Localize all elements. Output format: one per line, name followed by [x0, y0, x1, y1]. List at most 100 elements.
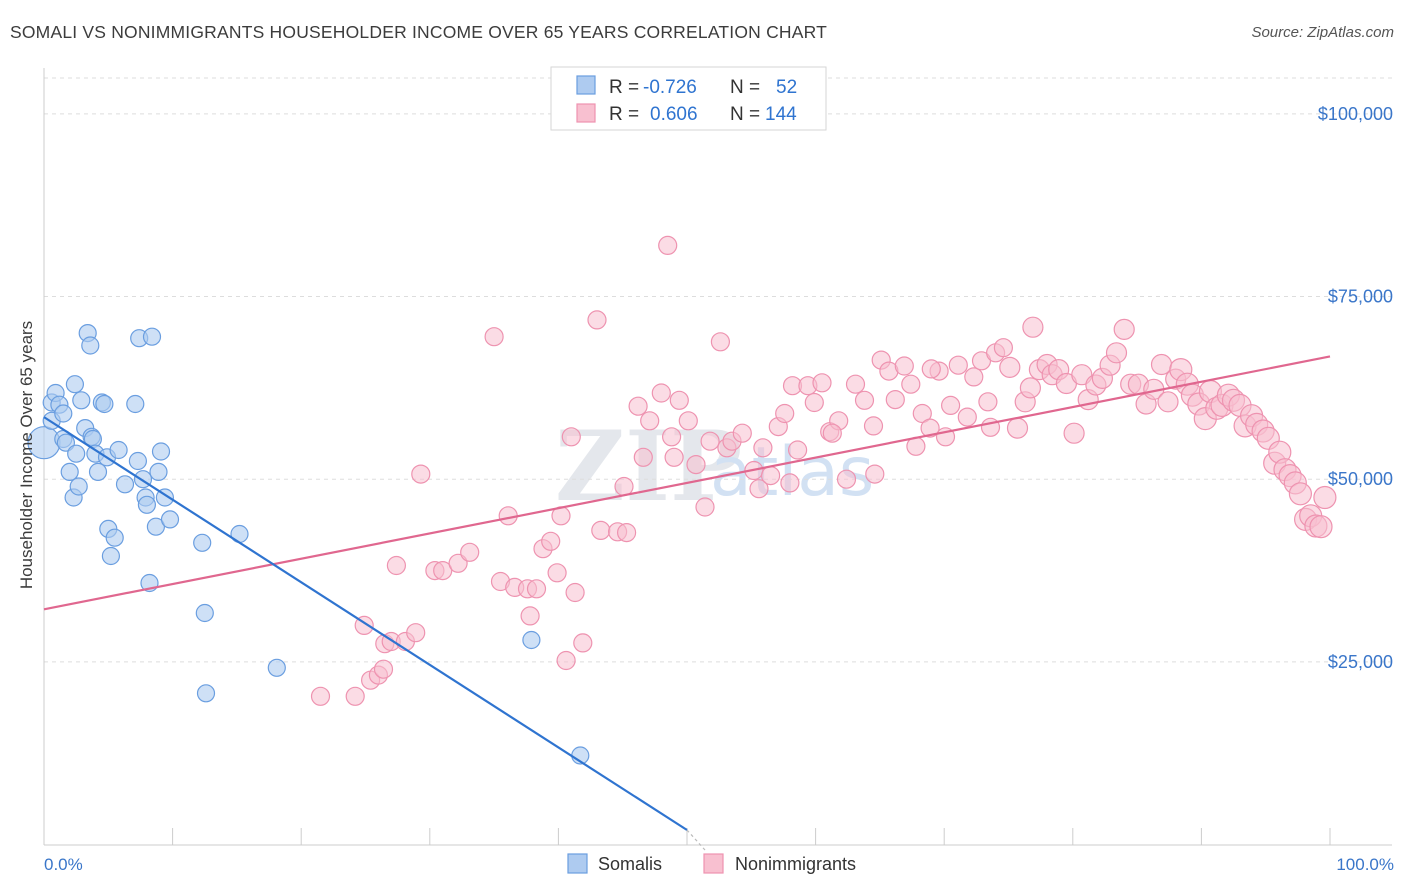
nonimmigrants-point [999, 356, 1021, 378]
somalis-point [195, 603, 214, 623]
somalis-point [67, 444, 86, 463]
nonimmigrants-point [678, 411, 698, 431]
nonimmigrants-point [591, 520, 611, 541]
legend-r-value-somalis: -0.726 [643, 77, 697, 98]
nonimmigrants-point [640, 411, 660, 431]
legend-swatch-somalis [576, 75, 596, 95]
nonimmigrants-point [812, 373, 832, 393]
legend-swatch-nonimmigrants [576, 103, 596, 123]
nonimmigrants-point [1063, 422, 1085, 444]
nonimmigrants-point [433, 560, 453, 581]
nonimmigrants-point [373, 659, 394, 679]
nonimmigrants-point [921, 359, 941, 379]
nonimmigrants-point [460, 542, 480, 562]
nonimmigrants-point [484, 327, 504, 347]
nonimmigrants-point [912, 403, 932, 424]
y-tick-label: $50,000 [1328, 469, 1393, 489]
bottom-legend-swatch-somalis [567, 853, 588, 874]
nonimmigrants-point [561, 427, 581, 447]
nonimmigrants-point [957, 407, 977, 427]
source-label: Source: ZipAtlas.com [1251, 24, 1394, 41]
nonimmigrants-point [565, 582, 585, 603]
nonimmigrants-point [661, 427, 682, 447]
bottom-legend-label-somalis: Somalis [598, 854, 662, 874]
nonimmigrants-point [775, 403, 795, 424]
x-tick-label-min: 0.0% [44, 855, 83, 874]
nonimmigrants-point [732, 423, 752, 443]
somalis-trend-line [43, 416, 688, 831]
nonimmigrants-point [940, 395, 961, 415]
correlation-legend: R = -0.726 N = 52 R = 0.606 N = 144 [550, 66, 827, 131]
nonimmigrants-point [573, 633, 593, 653]
somalis-point [160, 510, 180, 529]
nonimmigrants-point [993, 338, 1014, 358]
nonimmigrants-point [1006, 417, 1029, 439]
nonimmigrants-point [1309, 515, 1333, 539]
nonimmigrants-point [541, 531, 561, 551]
nonimmigrants-point [760, 466, 781, 486]
somalis-point [146, 517, 165, 536]
somalis-point [69, 477, 88, 496]
somalis-point [151, 442, 171, 461]
nonimmigrants-point [854, 390, 875, 410]
somalis-point [65, 375, 85, 394]
somalis-point [196, 684, 216, 703]
nonimmigrants-point [865, 464, 885, 484]
nonimmigrants-points [310, 235, 1337, 706]
nonimmigrants-trend-line [43, 355, 1331, 611]
somalis-point [72, 391, 91, 410]
somalis-point [60, 462, 79, 481]
nonimmigrants-point [901, 374, 921, 394]
trend-lines [43, 355, 1331, 851]
somalis-point [115, 475, 135, 494]
somalis-point [128, 451, 147, 471]
y-tick-label: $100,000 [1318, 104, 1393, 124]
y-tick-label: $25,000 [1328, 652, 1393, 672]
bottom-legend-swatch-nonimmigrants [703, 853, 724, 874]
nonimmigrants-point [836, 469, 857, 489]
nonimmigrants-point [411, 464, 431, 484]
chart-title: SOMALI VS NONIMMIGRANTS HOUSEHOLDER INCO… [10, 22, 828, 42]
somalis-point [81, 336, 100, 355]
legend-n-value-nonimmigrants: 144 [765, 104, 797, 125]
nonimmigrants-point [753, 438, 773, 458]
legend-n-label: N = [730, 77, 760, 98]
nonimmigrants-point [386, 555, 406, 576]
nonimmigrants-point [978, 392, 998, 412]
nonimmigrants-point [587, 310, 607, 330]
somalis-point [193, 533, 212, 552]
nonimmigrants-point [845, 374, 866, 394]
nonimmigrants-point [822, 423, 842, 443]
nonimmigrants-point [686, 455, 706, 475]
nonimmigrants-point [651, 383, 671, 403]
nonimmigrants-point [780, 473, 800, 493]
nonimmigrants-point [920, 418, 940, 438]
nonimmigrants-point [1157, 391, 1179, 413]
y-axis-label: Householder Income Over 65 years [17, 321, 36, 589]
nonimmigrants-point [749, 479, 769, 499]
nonimmigrants-point [556, 650, 576, 671]
nonimmigrants-point [885, 390, 905, 410]
legend-r-label: R = [609, 77, 639, 98]
nonimmigrants-point [669, 390, 689, 410]
nonimmigrants-point [710, 332, 731, 352]
series-legend: Somalis Nonimmigrants [567, 853, 856, 874]
somalis-point [149, 462, 168, 481]
somalis-point [88, 462, 108, 481]
nonimmigrants-point [448, 553, 468, 573]
nonimmigrants-point [520, 606, 540, 626]
somalis-point [95, 394, 114, 414]
nonimmigrants-point [863, 416, 884, 436]
somalis-point [522, 630, 541, 650]
nonimmigrants-point [664, 447, 684, 467]
nonimmigrants-point [787, 440, 808, 460]
nonimmigrants-point [948, 355, 968, 375]
nonimmigrants-point [700, 431, 720, 451]
nonimmigrants-point [406, 623, 426, 643]
somalis-point [54, 404, 73, 423]
nonimmigrants-point [1022, 316, 1044, 338]
nonimmigrants-point [547, 563, 567, 583]
somalis-point [142, 327, 162, 346]
somalis-point [126, 394, 145, 414]
nonimmigrants-point [658, 235, 678, 255]
